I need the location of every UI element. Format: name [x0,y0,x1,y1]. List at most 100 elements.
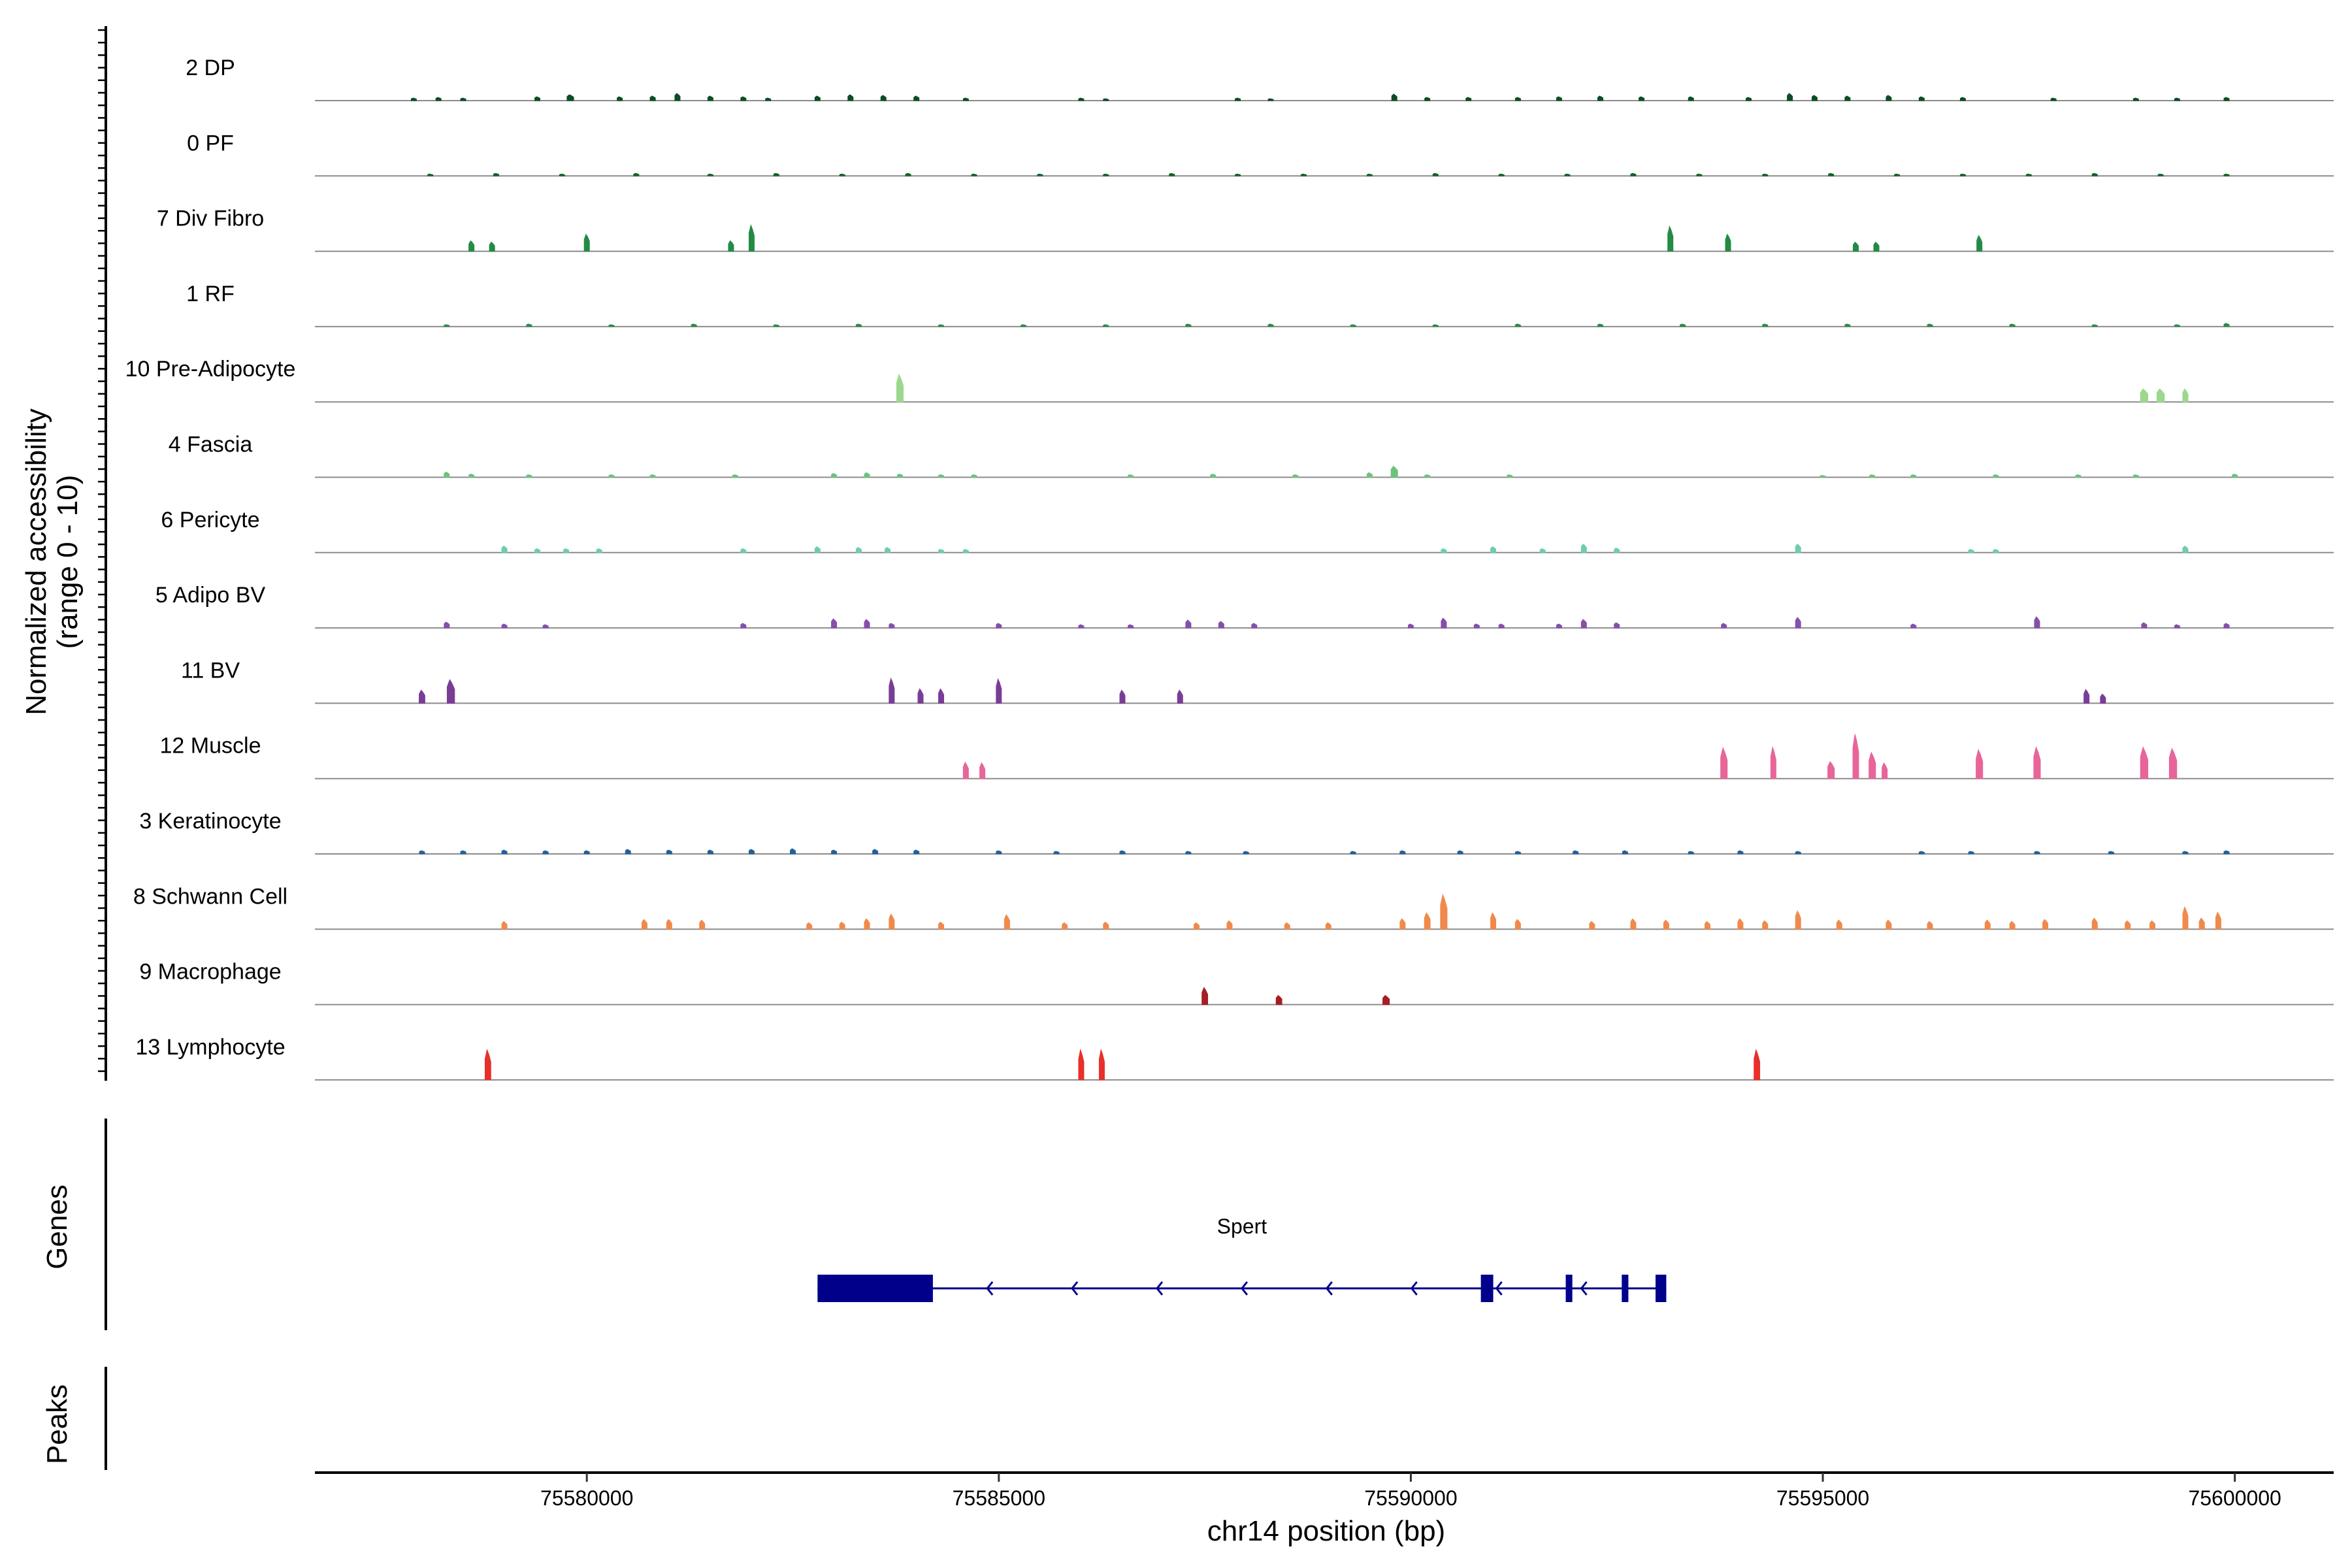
track: 5 Adipo BV [155,583,2334,629]
coverage-peak [971,173,977,176]
coverage-peak [2182,851,2189,855]
coverage-peak [1194,922,1200,930]
coverage-peak [1852,241,1859,252]
coverage-peak [1432,324,1439,327]
coverage-peak [2182,546,2189,553]
coverage-peak [1128,474,1134,478]
coverage-peak [1103,324,1109,327]
track-label: 5 Adipo BV [155,583,266,608]
coverage-peak [2140,388,2149,402]
coverage-peak [1762,173,1769,176]
coverage-peak [1514,851,1521,855]
coverage-peak [2132,474,2139,478]
coverage-peak [1597,323,1604,327]
coverage-peak [917,688,924,704]
coverage-peak [2125,920,2131,930]
x-tick-label: 75600000 [2188,1486,2281,1510]
coverage-peak [896,473,903,478]
coverage-peak [526,474,532,478]
coverage-peak [962,97,969,101]
coverage-peak [1680,323,1686,327]
coverage-peak [1968,851,1974,855]
coverage-peak [1507,474,1513,478]
coverage-peak [691,323,697,327]
coverage-peak [1910,623,1917,629]
coverage-peak [889,913,895,930]
coverage-peak [1886,919,1892,930]
coverage-peak [1688,96,1694,101]
track-label: 2 DP [186,56,235,80]
coverage-peak [2182,906,2189,930]
coverage-peak [707,849,713,855]
coverage-peak [2132,97,2139,101]
strand-arrow [1495,1281,1503,1296]
coverage-peak [501,623,508,629]
gene-exon [817,1275,933,1302]
coverage-peak [2174,624,2180,629]
coverage-peak [410,97,417,101]
coverage-peak [2091,324,2098,327]
coverage-peak [2042,919,2049,930]
coverage-peak [1119,689,1126,704]
track: 8 Schwann Cell [133,884,2334,930]
coverage-peak [596,548,602,553]
coverage-peak [1201,987,1209,1005]
track-label: 4 Fascia [169,433,253,457]
coverage-peak [1827,760,1835,779]
coverage-peak [2100,693,2106,704]
coverage-peak [1754,1049,1761,1081]
coverage-peak [446,679,455,704]
coverage-peak [1103,173,1109,176]
coverage-peak [885,547,891,553]
coverage-peak [1993,474,1999,478]
coverage-peak [1910,474,1917,478]
track: 11 BV [181,658,2334,704]
coverage-peak [1062,922,1068,930]
coverage-peak [1795,617,1801,629]
coverage-peak [864,918,870,930]
gene-exon [1656,1275,1667,1302]
coverage-peak [1226,920,1233,930]
coverage-peak [1737,918,1744,930]
gene-exon [1622,1275,1629,1302]
coverage-peak [1441,548,1447,553]
coverage-peak [566,94,574,101]
coverage-peak [583,233,590,252]
coverage-peak [1251,623,1258,629]
x-axis-title: chr14 position (bp) [1207,1515,1445,1547]
coverage-peak [484,1049,491,1081]
coverage-peak [583,850,590,855]
coverage-peak [814,546,821,553]
coverage-peak [773,324,779,327]
coverage-peak [2157,173,2164,176]
coverage-peak [2223,173,2230,176]
coverage-peak [460,850,466,855]
coverage-peak [2156,388,2165,402]
coverage-peak [1720,747,1728,779]
strand-arrow [1580,1281,1588,1296]
track-label: 10 Pre-Adipocyte [125,357,296,382]
coverage-peak [1630,172,1637,176]
coverage-peak [1457,850,1463,855]
coverage-peak [1267,98,1274,101]
coverage-peak [889,677,895,704]
coverage-peak [1177,689,1183,704]
coverage-peak [1737,850,1744,855]
coverage-peak [1235,173,1241,176]
coverage-peak [563,548,570,553]
coverage-peak [419,689,425,704]
coverage-peak [1185,323,1192,327]
coverage-peak [1968,549,1974,553]
coverage-peak [1382,994,1390,1005]
coverage-peak [2141,622,2148,629]
coverage-peak [880,95,887,101]
coverage-peak [847,94,854,101]
coverage-peak [501,849,508,855]
coverage-peak [2223,850,2230,855]
gene-name: Spert [1217,1215,1267,1238]
coverage-peak [1514,323,1521,327]
coverage-peak [1037,173,1043,176]
coverage-peak [2009,323,2016,327]
coverage-peak [1927,921,1933,930]
coverage-peak [905,172,911,176]
